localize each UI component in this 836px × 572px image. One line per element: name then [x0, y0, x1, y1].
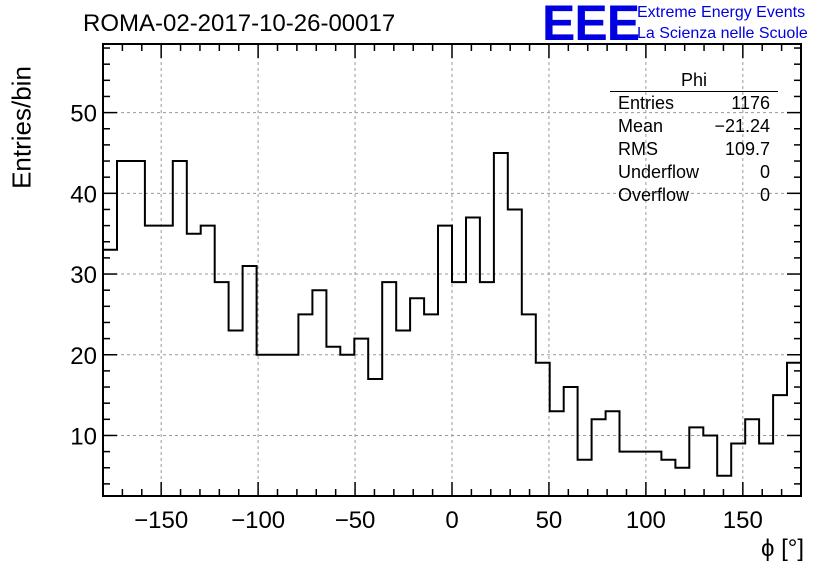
stats-box: Phi Entries 1176 Mean −21.24 RMS 109.7 Unde… — [610, 70, 778, 207]
stats-title: Phi — [610, 70, 778, 92]
plot-frame — [102, 43, 802, 497]
y-tick-label: 10 — [70, 423, 97, 450]
stats-label: Entries — [618, 93, 675, 113]
stats-row: Mean −21.24 — [610, 115, 778, 138]
stats-value: 109.7 — [724, 139, 770, 159]
stats-value: 0 — [759, 162, 770, 182]
stats-row: Overflow 0 — [610, 184, 778, 207]
chart-title: ROMA-02-2017-10-26-00017 — [83, 10, 396, 37]
stats-value: −21.24 — [714, 116, 770, 136]
x-tick-label: 150 — [723, 507, 763, 534]
y-tick-label: 30 — [70, 262, 97, 289]
stats-label: RMS — [618, 139, 658, 159]
logo-text-line1: Extreme Energy Events — [637, 4, 806, 21]
tick-labels: −150 −100 −50 0 50 100 150 10 20 30 40 50 — [70, 101, 763, 534]
stats-label: Mean — [618, 116, 664, 136]
stats-value: 0 — [759, 185, 770, 205]
y-tick-label: 40 — [70, 181, 97, 208]
y-axis-label-text: Entries/bin — [6, 66, 37, 189]
stats-row: Entries 1176 — [610, 92, 778, 115]
x-tick-label: −100 — [231, 507, 285, 534]
x-tick-label: −150 — [134, 507, 188, 534]
logo-text-line2: La Scienza nelle Scuole — [637, 25, 808, 42]
eee-logo: EEE — [542, 0, 640, 51]
x-tick-label: 100 — [626, 507, 666, 534]
stats-row: RMS 109.7 — [610, 138, 778, 161]
x-tick-label: 0 — [445, 507, 458, 534]
y-tick-label: 50 — [70, 101, 97, 128]
x-axis-label: ϕ [°] — [760, 535, 804, 562]
x-tick-label: 50 — [536, 507, 563, 534]
stats-row: Underflow 0 — [610, 161, 778, 184]
axis-ticks — [102, 44, 802, 496]
stats-label: Overflow — [618, 185, 690, 205]
histogram-step-line — [103, 152, 801, 477]
x-tick-label: −50 — [335, 507, 376, 534]
y-tick-label: 20 — [70, 343, 97, 370]
stats-label: Underflow — [618, 162, 700, 182]
y-axis-label: Entries/bin — [7, 66, 145, 189]
stats-value: 1176 — [731, 93, 770, 113]
